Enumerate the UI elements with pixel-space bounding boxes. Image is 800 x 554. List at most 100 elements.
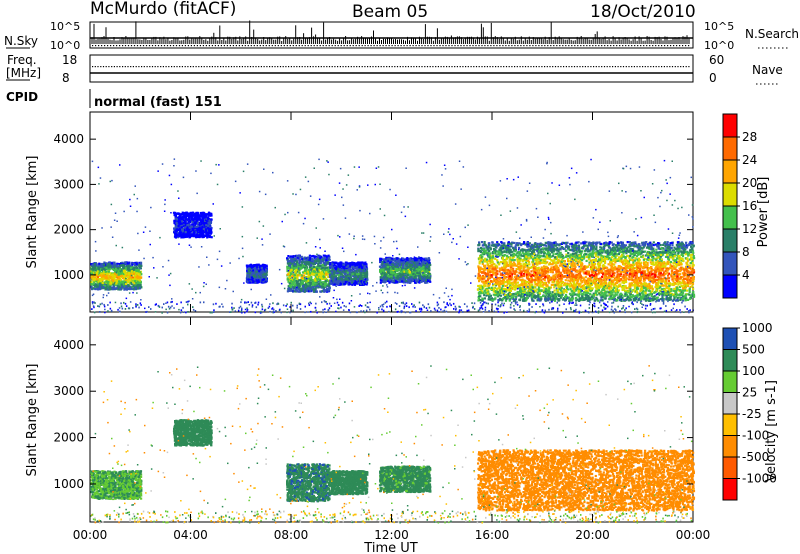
scatter-point [122, 265, 125, 268]
nsearch-dot [334, 45, 336, 47]
scatter-point [124, 272, 127, 275]
scatter-point [196, 218, 200, 221]
scatter-point [290, 279, 293, 283]
scatter-point [246, 270, 249, 273]
scatter-point [358, 278, 362, 281]
nave-dot [375, 66, 377, 68]
scatter-point [110, 288, 113, 291]
scatter-point [296, 266, 299, 269]
scatter-point [322, 261, 325, 265]
scatter-point [94, 269, 97, 272]
scatter-point [105, 286, 108, 289]
scatter-point [92, 267, 96, 270]
scatter-point [134, 274, 137, 277]
nsearch-dot [376, 45, 378, 47]
scatter-point [209, 218, 213, 221]
nsearch-dot [523, 45, 525, 47]
scatter-point [133, 288, 136, 291]
nave-dot [285, 66, 287, 68]
scatter-point [203, 213, 206, 216]
nave-dot [636, 66, 638, 68]
scatter-point [287, 262, 290, 265]
scatter-point [207, 212, 210, 215]
nsearch-dot [673, 45, 675, 47]
scatter-point [357, 281, 360, 284]
scatter-point [139, 267, 142, 270]
nsearch-dot [544, 45, 546, 47]
scatter-point [291, 274, 294, 278]
scatter-point [186, 214, 189, 217]
nave-dot [146, 66, 148, 68]
scatter-point [346, 271, 349, 274]
scatter-point [176, 223, 179, 226]
nsearch-dot [460, 45, 462, 47]
nave-dot [614, 66, 616, 68]
scatter-point [209, 221, 212, 224]
scatter-point [138, 273, 141, 277]
scatter-point [116, 271, 119, 274]
scatter-point [117, 288, 120, 291]
nsearch-dot [664, 45, 666, 47]
nsearch-dot [235, 45, 237, 47]
scatter-point [205, 233, 208, 236]
scatter-point [177, 223, 180, 226]
nsearch-dot [343, 45, 345, 47]
scatter-point [210, 236, 213, 239]
scatter-point [120, 283, 123, 286]
scatter-point [312, 286, 315, 289]
scatter-point [305, 276, 308, 279]
scatter-point [318, 255, 321, 258]
scatter-point [321, 282, 325, 285]
scatter-point [343, 266, 346, 269]
nave-dot [410, 66, 412, 68]
scatter-point [365, 270, 369, 273]
scatter-point [99, 280, 103, 283]
scatter-point [295, 276, 298, 279]
scatter-point [303, 258, 306, 261]
scatter-point [139, 281, 142, 284]
nave-dot [179, 66, 181, 68]
scatter-point [330, 263, 333, 266]
scatter-point [246, 272, 249, 275]
nsearch-dot [667, 45, 669, 47]
scatter-point [300, 279, 303, 282]
scatter-point [113, 281, 116, 284]
nave-dot [372, 66, 374, 68]
scatter-point [105, 262, 108, 265]
scatter-point [331, 261, 334, 264]
nave-tick-high: 60 [709, 53, 724, 67]
nave-dot [587, 66, 589, 68]
nsearch-dot [145, 45, 148, 47]
scatter-point [307, 285, 310, 288]
scatter-point [195, 235, 198, 238]
scatter-point [263, 269, 266, 272]
scatter-point [308, 261, 311, 264]
scatter-point [325, 283, 328, 286]
scatter-point [103, 284, 107, 287]
nsearch-dot [208, 45, 210, 47]
scatter-point [131, 280, 135, 283]
scatter-point [103, 266, 106, 269]
nave-dot [233, 66, 235, 68]
nsearch-dot [499, 45, 501, 47]
scatter-point [388, 281, 391, 284]
scatter-point [111, 263, 114, 266]
scatter-point [315, 261, 318, 264]
scatter-point [419, 271, 422, 274]
nave-dot [617, 66, 619, 68]
scatter-point [344, 280, 347, 283]
scatter-point [192, 228, 195, 231]
nave-dot [514, 66, 516, 68]
scatter-point [318, 278, 321, 281]
nsearch-dot [352, 45, 354, 47]
nave-dot [489, 66, 491, 68]
nave-dot [405, 66, 407, 68]
nave-dot [154, 66, 156, 68]
scatter-point [307, 277, 310, 280]
scatter-point [185, 225, 188, 229]
nave-dot [367, 66, 369, 68]
scatter-point [298, 269, 301, 272]
scatter-point [201, 228, 204, 231]
scatter-point [111, 286, 114, 289]
